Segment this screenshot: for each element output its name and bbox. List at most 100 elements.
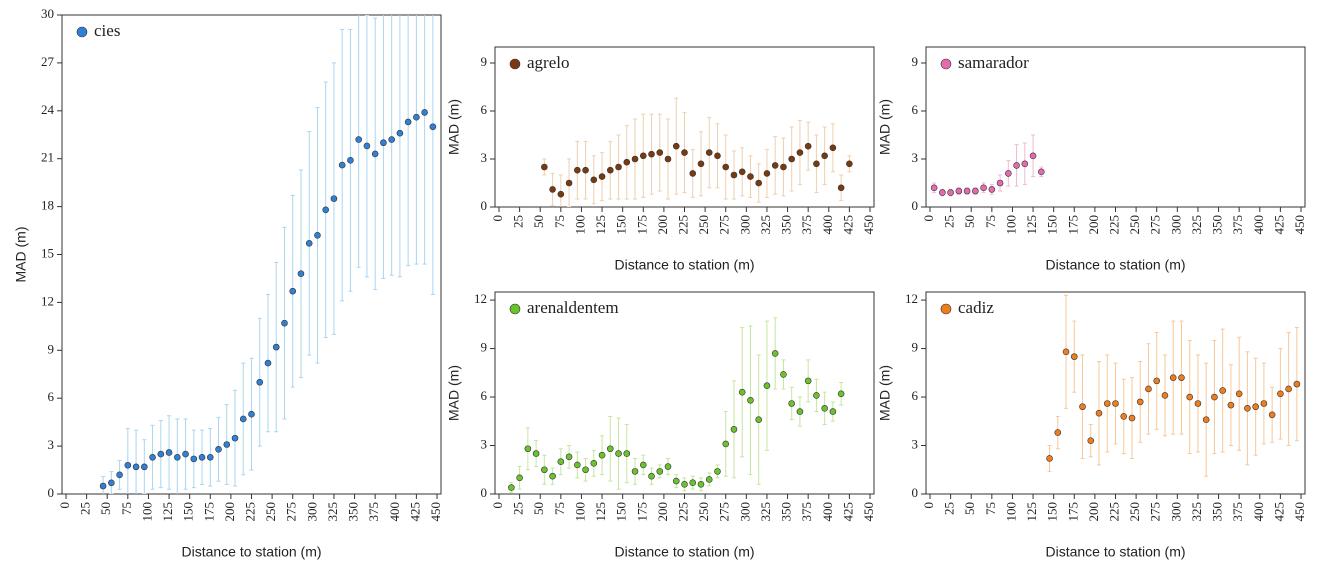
x-tick-label: 0 (490, 215, 505, 222)
point (1029, 152, 1037, 160)
point (738, 388, 746, 396)
point (639, 152, 647, 160)
point (606, 445, 614, 453)
point (730, 426, 738, 433)
point (574, 166, 581, 174)
point (771, 162, 779, 169)
point (930, 184, 938, 192)
x-tick-label: 350 (1210, 502, 1225, 522)
point (590, 459, 598, 467)
point (314, 232, 321, 239)
point (606, 166, 614, 174)
point (1219, 387, 1226, 394)
point (565, 453, 573, 461)
point (738, 168, 746, 176)
point (404, 118, 412, 126)
point (1103, 400, 1111, 407)
x-tick-label: 225 (675, 215, 690, 235)
x-axis-label: Distance to station (m) (614, 544, 754, 560)
x-tick-label: 225 (242, 502, 257, 522)
y-tick-label: 9 (481, 340, 488, 355)
point (165, 449, 173, 456)
point (541, 163, 548, 171)
point (1145, 385, 1152, 393)
point (631, 468, 639, 475)
point (516, 474, 523, 482)
point (664, 155, 672, 163)
point (1070, 353, 1078, 360)
x-tick-label: 300 (737, 215, 752, 235)
x-tick-label: 200 (1086, 215, 1101, 235)
y-tick-label: 0 (481, 198, 488, 213)
point (1153, 377, 1161, 385)
point (132, 463, 140, 471)
x-tick-label: 300 (304, 502, 319, 522)
y-tick-label: 6 (912, 102, 919, 117)
x-tick-label: 75 (983, 502, 998, 515)
point (1268, 411, 1276, 419)
point (190, 455, 198, 463)
point (821, 152, 828, 160)
x-tick-label: 325 (758, 502, 773, 522)
x-tick-label: 425 (840, 215, 855, 235)
y-tick-label: 9 (912, 54, 919, 69)
point (631, 155, 639, 163)
point (813, 160, 820, 168)
x-axis-label: Distance to station (m) (181, 544, 321, 560)
point (705, 476, 713, 483)
y-tick-label: 6 (912, 388, 919, 403)
x-tick-label: 300 (737, 502, 752, 522)
x-tick-label: 375 (799, 502, 814, 522)
x-tick-label: 100 (1003, 502, 1018, 522)
error-bar (422, 15, 427, 265)
x-tick-label: 25 (511, 502, 526, 515)
point (615, 163, 622, 171)
panel: 0 3 6 9 0 25 50 75 100 125 150 175 200 225 250 275 300 32… (877, 46, 1307, 273)
x-tick-label: 25 (942, 502, 957, 515)
point (1079, 403, 1086, 411)
legend-label: cadiz (958, 298, 994, 317)
point (1169, 374, 1177, 381)
point (1005, 170, 1012, 177)
point (532, 450, 540, 457)
plot-area (930, 134, 1045, 197)
y-axis-label: MAD (m) (13, 227, 29, 283)
point (755, 416, 763, 423)
x-tick-label: 350 (346, 502, 361, 522)
point (1235, 390, 1243, 398)
point (771, 350, 779, 357)
legend-label: arenaldentem (527, 298, 619, 317)
point (664, 463, 672, 470)
x-tick-label: 100 (572, 502, 587, 522)
point (813, 392, 820, 399)
point (955, 187, 963, 195)
y-tick-label: 27 (41, 54, 55, 69)
point (747, 173, 754, 180)
y-tick-label: 6 (48, 389, 55, 404)
y-tick-label: 3 (481, 150, 488, 165)
x-tick-label: 125 (1024, 502, 1039, 522)
point (248, 410, 255, 418)
x-tick-label: 175 (1065, 215, 1080, 235)
point (116, 471, 123, 479)
x-tick-label: 125 (160, 502, 175, 522)
x-tick-label: 275 (284, 502, 299, 522)
point (174, 453, 181, 461)
point (355, 136, 362, 143)
point (796, 408, 804, 415)
point (347, 156, 354, 164)
point (557, 190, 565, 198)
point (689, 170, 697, 177)
point (804, 377, 812, 385)
x-tick-label: 150 (614, 215, 629, 235)
x-tick-label: 175 (1065, 502, 1080, 522)
point (747, 396, 754, 404)
y-tick-label: 15 (41, 245, 54, 260)
x-axis-label: Distance to station (m) (1045, 257, 1185, 273)
x-tick-label: 375 (799, 215, 814, 235)
point (289, 287, 297, 295)
point (837, 390, 845, 398)
x-tick-label: 250 (263, 502, 278, 522)
point (1252, 403, 1259, 411)
